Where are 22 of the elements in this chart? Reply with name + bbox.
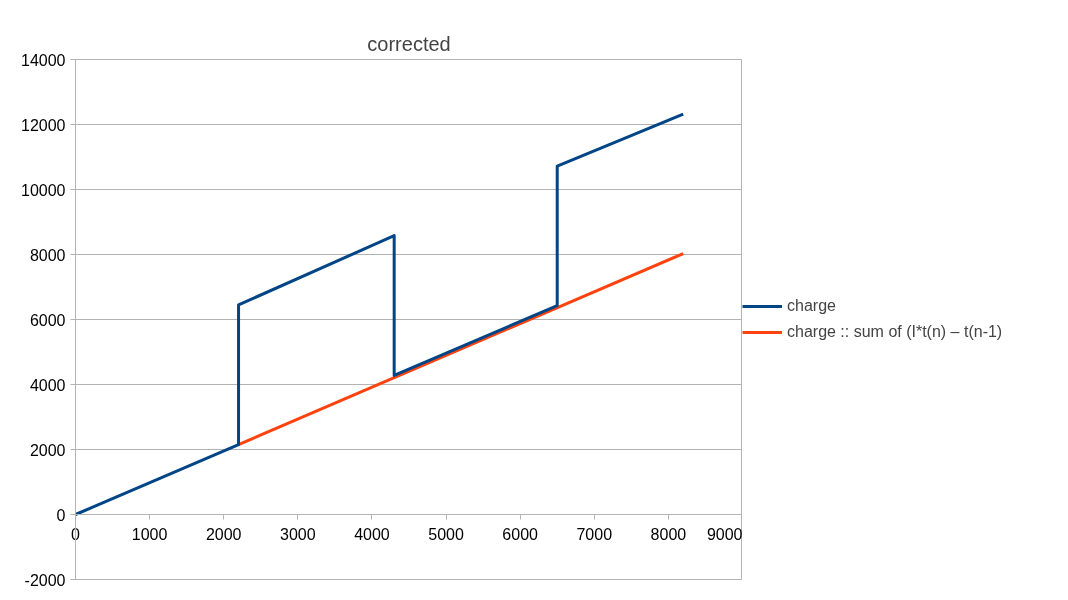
x-tick-label: 6000 [502, 525, 539, 543]
chart-title: corrected [367, 32, 451, 55]
x-tick-label: 8000 [650, 525, 687, 543]
y-tick-label: 2000 [29, 441, 66, 459]
x-tick-label: 5000 [428, 525, 464, 543]
y-tick-label: 4000 [29, 376, 66, 394]
y-tick-label: 10000 [21, 181, 66, 199]
y-tick-label: -2000 [24, 571, 66, 589]
line-series [75, 112, 685, 516]
x-tick-label: 9000 [706, 525, 743, 543]
y-tick-label: 8000 [29, 246, 66, 264]
x-tick-label: 3000 [280, 525, 316, 543]
x-tick-label: 1000 [131, 525, 168, 543]
x-tick-label: 2000 [205, 525, 242, 543]
y-tick-label: 14000 [21, 51, 66, 69]
legend-label: charge [787, 297, 836, 315]
x-tick-label: 4000 [354, 525, 390, 543]
x-tick-label: 7000 [576, 525, 613, 543]
y-tick-label: 12000 [21, 116, 66, 134]
y-tick-label: 6000 [29, 311, 66, 329]
y-tick-label: 0 [56, 506, 66, 524]
legend-label: charge :: sum of (I*t(n) – t(n-1) [787, 323, 1003, 341]
